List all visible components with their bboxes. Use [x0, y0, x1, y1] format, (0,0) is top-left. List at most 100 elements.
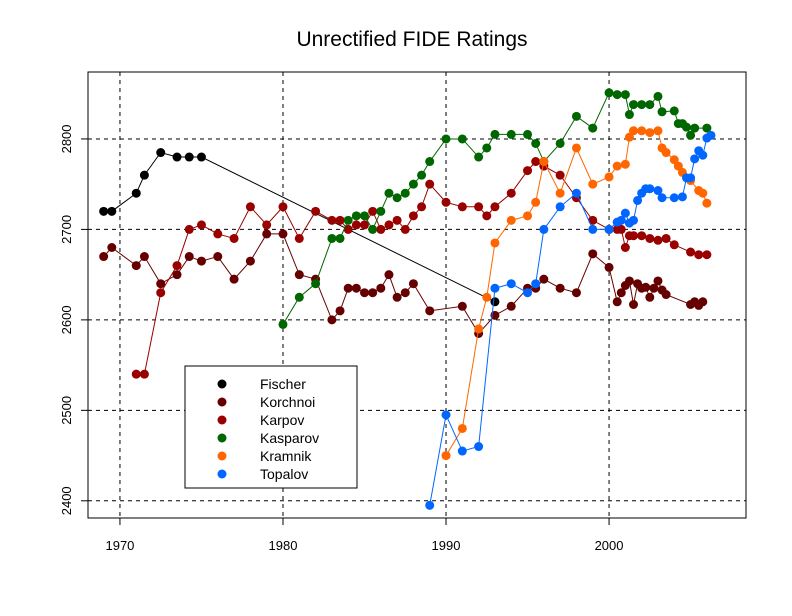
data-point-korchnoi: [408, 279, 418, 289]
data-point-karpov: [588, 215, 598, 225]
data-point-kasparov: [531, 138, 541, 148]
data-point-karpov: [196, 220, 206, 230]
data-point-korchnoi: [571, 288, 581, 298]
data-point-korchnoi: [376, 283, 386, 293]
data-point-karpov: [139, 369, 149, 379]
data-point-korchnoi: [392, 292, 402, 302]
series-line-korchnoi: [103, 233, 704, 335]
data-point-korchnoi: [184, 252, 194, 262]
data-point-karpov: [262, 220, 272, 230]
data-point-kramnik: [523, 211, 533, 221]
data-point-karpov: [311, 206, 321, 216]
data-point-karpov: [523, 166, 533, 176]
data-point-karpov: [335, 215, 345, 225]
data-point-topalov: [506, 279, 516, 289]
data-point-karpov: [637, 231, 647, 241]
data-point-topalov: [539, 224, 549, 234]
data-point-kasparov: [506, 129, 516, 139]
data-point-korchnoi: [335, 306, 345, 316]
data-point-topalov: [690, 154, 700, 164]
data-point-kramnik: [555, 188, 565, 198]
data-point-kasparov: [612, 90, 622, 100]
data-point-topalov: [616, 215, 626, 225]
data-point-korchnoi: [229, 274, 239, 284]
data-point-kasparov: [408, 179, 418, 189]
data-point-topalov: [686, 173, 696, 183]
data-point-kasparov: [669, 106, 679, 116]
data-point-kasparov: [327, 233, 337, 243]
data-point-fischer: [184, 152, 194, 162]
data-point-topalov: [588, 224, 598, 234]
data-point-karpov: [368, 206, 378, 216]
data-point-kramnik: [637, 126, 647, 136]
data-point-kasparov: [368, 224, 378, 234]
data-point-karpov: [645, 233, 655, 243]
data-point-korchnoi: [278, 229, 288, 239]
data-point-kramnik: [482, 292, 492, 302]
data-point-korchnoi: [612, 297, 622, 307]
data-point-kasparov: [629, 100, 639, 110]
legend-label-topalov: Topalov: [260, 466, 308, 482]
data-point-karpov: [441, 197, 451, 207]
data-point-korchnoi: [156, 279, 166, 289]
data-point-kasparov: [360, 211, 370, 221]
legend-label-kramnik: Kramnik: [260, 448, 312, 464]
data-point-topalov: [523, 288, 533, 298]
data-point-korchnoi: [539, 274, 549, 284]
series-topalov: [425, 130, 716, 510]
data-point-korchnoi: [343, 283, 353, 293]
data-point-kasparov: [690, 123, 700, 133]
data-point-karpov: [360, 220, 370, 230]
data-point-kasparov: [645, 100, 655, 110]
data-point-kasparov: [474, 152, 484, 162]
data-point-karpov: [616, 224, 626, 234]
data-point-karpov: [343, 224, 353, 234]
data-point-korchnoi: [588, 249, 598, 259]
series-line-fischer: [103, 151, 496, 303]
data-point-topalov: [645, 184, 655, 194]
y-tick-label: 2800: [59, 124, 74, 153]
data-point-kasparov: [351, 211, 361, 221]
data-point-kasparov: [653, 91, 663, 101]
y-tick-label: 2600: [59, 305, 74, 334]
data-point-karpov: [490, 202, 500, 212]
data-point-karpov: [457, 202, 467, 212]
data-point-korchnoi: [99, 252, 109, 262]
data-point-kramnik: [661, 148, 671, 158]
data-point-karpov: [400, 224, 410, 234]
data-point-karpov: [482, 211, 492, 221]
data-point-kramnik: [441, 451, 451, 461]
data-point-korchnoi: [327, 315, 337, 325]
legend-marker-karpov: [217, 415, 227, 425]
legend-label-karpov: Karpov: [260, 412, 304, 428]
legend-marker-kasparov: [217, 433, 227, 443]
data-point-korchnoi: [139, 252, 149, 262]
data-point-kramnik: [653, 126, 663, 136]
data-point-kasparov: [637, 100, 647, 110]
data-point-karpov: [555, 170, 565, 180]
x-tick-label: 1970: [105, 538, 134, 553]
data-point-korchnoi: [645, 292, 655, 302]
data-point-kasparov: [555, 138, 565, 148]
data-point-karpov: [213, 229, 223, 239]
data-point-korchnoi: [555, 283, 565, 293]
data-point-topalov: [669, 193, 679, 203]
data-point-korchnoi: [661, 290, 671, 300]
data-point-korchnoi: [641, 282, 651, 292]
data-point-korchnoi: [629, 299, 639, 309]
data-point-fischer: [99, 206, 109, 216]
data-point-korchnoi: [131, 261, 141, 271]
data-point-karpov: [620, 243, 630, 253]
data-point-kasparov: [343, 215, 353, 225]
data-point-karpov: [156, 288, 166, 298]
data-point-korchnoi: [616, 288, 626, 298]
data-point-karpov: [694, 250, 704, 260]
data-point-karpov: [351, 220, 361, 230]
data-point-kramnik: [604, 172, 614, 182]
chart-title: Unrectified FIDE Ratings: [296, 28, 527, 51]
data-point-kramnik: [629, 126, 639, 136]
data-point-karpov: [474, 202, 484, 212]
data-point-kasparov: [417, 170, 427, 180]
data-point-kramnik: [457, 423, 467, 433]
legend-marker-korchnoi: [217, 397, 227, 407]
